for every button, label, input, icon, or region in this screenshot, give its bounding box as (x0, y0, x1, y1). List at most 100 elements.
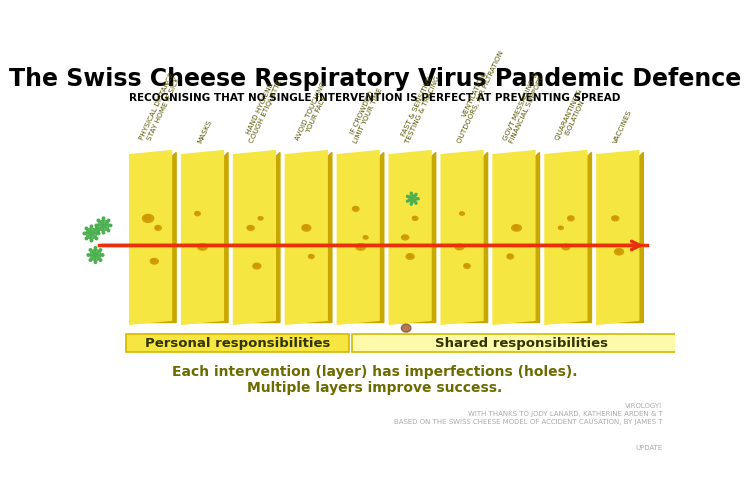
Ellipse shape (99, 248, 102, 251)
Ellipse shape (415, 202, 417, 204)
Ellipse shape (417, 198, 419, 200)
Ellipse shape (308, 254, 314, 258)
Text: HAND HYGIENE
COUGH ETIQUETTE: HAND HYGIENE COUGH ETIQUETTE (242, 76, 284, 144)
Polygon shape (130, 320, 176, 322)
Ellipse shape (144, 215, 151, 220)
Polygon shape (431, 152, 436, 322)
Ellipse shape (410, 203, 413, 205)
Text: VENTILATION,
OUTDOORS, AIR FILTRATION: VENTILATION, OUTDOORS, AIR FILTRATION (450, 48, 505, 144)
Text: AVOID TOUCHING
YOUR FACE: AVOID TOUCHING YOUR FACE (295, 81, 333, 144)
Ellipse shape (455, 244, 464, 250)
Text: UPDATE: UPDATE (635, 445, 662, 451)
Polygon shape (545, 320, 592, 322)
Text: Each intervention (layer) has imperfections (holes).: Each intervention (layer) has imperfecti… (172, 365, 578, 379)
Ellipse shape (90, 240, 93, 242)
FancyBboxPatch shape (126, 334, 350, 352)
Ellipse shape (413, 216, 416, 219)
Polygon shape (535, 152, 539, 322)
Polygon shape (597, 320, 644, 322)
Ellipse shape (363, 236, 368, 239)
Polygon shape (338, 151, 379, 324)
Ellipse shape (568, 216, 572, 219)
Polygon shape (171, 152, 176, 322)
Text: QUARANTINE &
ISOLATION: QUARANTINE & ISOLATION (554, 88, 590, 144)
Ellipse shape (99, 259, 102, 262)
Ellipse shape (107, 219, 109, 222)
Polygon shape (441, 151, 483, 324)
Text: Shared responsibilities: Shared responsibilities (435, 337, 608, 350)
Ellipse shape (309, 254, 312, 257)
Text: Personal responsibilities: Personal responsibilities (145, 337, 330, 350)
Ellipse shape (87, 254, 89, 256)
Ellipse shape (98, 230, 100, 232)
Ellipse shape (195, 212, 199, 214)
Text: RECOGNISING THAT NO SINGLE INTERVENTION IS PERFECT AT PREVENTING SPREAD: RECOGNISING THAT NO SINGLE INTERVENTION … (129, 93, 621, 103)
Ellipse shape (507, 254, 514, 259)
Ellipse shape (352, 206, 359, 212)
Ellipse shape (512, 224, 521, 231)
Ellipse shape (89, 259, 92, 262)
FancyBboxPatch shape (352, 334, 692, 352)
Ellipse shape (456, 244, 461, 248)
Ellipse shape (86, 238, 88, 240)
Polygon shape (494, 320, 539, 322)
Ellipse shape (199, 244, 205, 248)
Ellipse shape (98, 220, 109, 231)
Ellipse shape (90, 225, 93, 228)
Polygon shape (545, 151, 586, 324)
Polygon shape (130, 151, 171, 324)
Ellipse shape (402, 235, 406, 238)
Polygon shape (224, 152, 228, 322)
Ellipse shape (409, 194, 416, 202)
Ellipse shape (357, 244, 363, 248)
Polygon shape (234, 320, 280, 322)
Text: BASED ON THE SWISS CHEESE MODEL OF ACCIDENT CAUSATION, BY JAMES T: BASED ON THE SWISS CHEESE MODEL OF ACCID… (394, 418, 662, 424)
Ellipse shape (95, 227, 98, 230)
Ellipse shape (460, 212, 464, 215)
Ellipse shape (406, 200, 409, 202)
Ellipse shape (102, 232, 105, 234)
Ellipse shape (86, 227, 88, 230)
Ellipse shape (247, 226, 254, 230)
Ellipse shape (568, 216, 574, 221)
Polygon shape (327, 152, 332, 322)
Polygon shape (638, 152, 644, 322)
Polygon shape (234, 151, 275, 324)
Ellipse shape (401, 324, 411, 332)
Polygon shape (586, 152, 592, 322)
Ellipse shape (98, 219, 100, 222)
Ellipse shape (302, 224, 310, 231)
Ellipse shape (98, 232, 100, 234)
Ellipse shape (90, 250, 101, 260)
Ellipse shape (107, 230, 109, 232)
Polygon shape (286, 151, 327, 324)
Ellipse shape (102, 217, 105, 220)
Polygon shape (182, 320, 228, 322)
Ellipse shape (612, 216, 619, 221)
Ellipse shape (142, 214, 154, 222)
Polygon shape (275, 152, 280, 322)
Ellipse shape (89, 248, 92, 251)
Ellipse shape (198, 244, 207, 250)
Ellipse shape (303, 225, 308, 229)
Polygon shape (389, 151, 431, 324)
Ellipse shape (94, 246, 97, 249)
Ellipse shape (154, 226, 161, 230)
Ellipse shape (464, 264, 468, 266)
Ellipse shape (413, 216, 418, 220)
Polygon shape (597, 151, 638, 324)
Text: The Swiss Cheese Respiratory Virus Pandemic Defence: The Swiss Cheese Respiratory Virus Pande… (9, 67, 741, 91)
Ellipse shape (86, 228, 97, 239)
Polygon shape (379, 152, 384, 322)
Text: VACCINES: VACCINES (612, 109, 633, 144)
Ellipse shape (353, 206, 357, 210)
Polygon shape (182, 151, 224, 324)
Ellipse shape (464, 264, 470, 268)
Ellipse shape (254, 264, 259, 267)
Ellipse shape (616, 249, 621, 253)
Ellipse shape (415, 194, 417, 196)
Ellipse shape (559, 226, 562, 228)
Ellipse shape (460, 212, 463, 214)
Text: FAST & SENSITIVE
TESTING & TRACING: FAST & SENSITIVE TESTING & TRACING (398, 72, 441, 144)
Ellipse shape (364, 236, 366, 238)
